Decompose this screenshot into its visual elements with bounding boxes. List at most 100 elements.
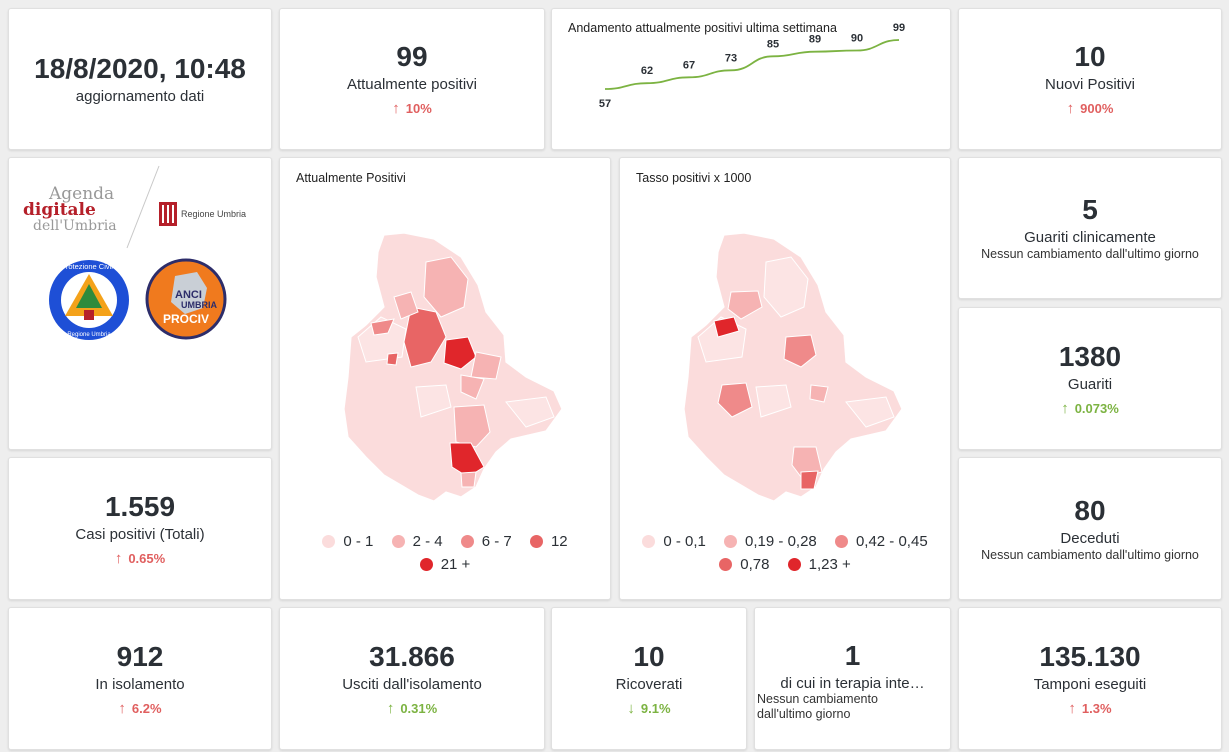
legend-item[interactable]: 0,78 — [719, 554, 769, 575]
kpi-value: 135.130 — [1039, 640, 1141, 672]
trend-data-label: 73 — [725, 52, 737, 64]
legend-swatch — [529, 535, 543, 548]
kpi-delta-value: 10% — [405, 101, 432, 116]
kpi-value: 1380 — [1058, 340, 1122, 372]
arrow-up-icon: ↑ — [114, 549, 123, 567]
legend-label: 0,19 - 0,28 — [745, 533, 817, 550]
kpi-delta: ↑ 0.65% — [115, 550, 165, 567]
arrow-up-icon: ↑ — [1066, 100, 1075, 117]
logo-divider — [126, 165, 160, 249]
kpi-value: 1.559 — [104, 490, 176, 522]
kpi-label: Guariti clinicamente — [1024, 229, 1156, 246]
kpi-delta-value: 9.1% — [640, 700, 671, 716]
legend-swatch — [460, 535, 474, 548]
legend-label: 6 - 7 — [481, 533, 512, 550]
arrow-up-icon: ↑ — [392, 100, 400, 117]
arrow-down-icon: ↓ — [627, 699, 635, 717]
agenda-logo-line3: dell'Umbria — [33, 218, 117, 234]
legend-label: 1,23 + — [808, 556, 851, 573]
legend-swatch — [724, 535, 738, 548]
legend-item[interactable]: 21 + — [419, 554, 471, 575]
guariti-clinicamente-card: 5 Guariti clinicamente Nessun cambiament… — [958, 157, 1222, 299]
trend-chart-card: Andamento attualmente positivi ultima se… — [551, 8, 951, 150]
kpi-sub: Nessun cambiamento dall'ultimo giorno — [981, 247, 1199, 261]
logos-card: Agenda digitale dell'Umbria Regione Umbr… — [8, 157, 272, 450]
kpi-value: 10 — [1074, 41, 1106, 72]
kpi-value: 31.866 — [369, 640, 455, 672]
kpi-label: Casi positivi (Totali) — [75, 525, 205, 543]
umbria-map[interactable] — [280, 158, 611, 600]
umbria-map[interactable] — [620, 158, 951, 600]
casi-totali-card: 1.559 Casi positivi (Totali) ↑ 0.65% — [8, 457, 272, 600]
trend-chart-title: Andamento attualmente positivi ultima se… — [568, 21, 837, 35]
trend-series-line — [604, 39, 900, 90]
arrow-up-icon: ↑ — [1068, 699, 1076, 717]
kpi-delta: ↑ 10% — [392, 100, 432, 117]
trend-data-label: 90 — [851, 33, 863, 45]
legend-item[interactable]: 6 - 7 — [460, 531, 512, 552]
umbria-text: UMBRIA — [181, 300, 217, 310]
update-card: 18/8/2020, 10:48 aggiornamento dati — [8, 8, 272, 150]
tamponi-card: 135.130 Tamponi eseguiti ↑ 1.3% — [958, 607, 1222, 750]
kpi-sub: Nessun cambiamento dall'ultimo giorno — [757, 692, 878, 721]
legend-item[interactable]: 0,42 - 0,45 — [834, 531, 928, 552]
trend-data-label: 99 — [893, 22, 905, 34]
kpi-delta: ↑ 1.3% — [1068, 700, 1111, 717]
kpi-delta-value: 0.31% — [400, 700, 438, 716]
trend-data-label: 67 — [683, 59, 695, 71]
kpi-delta-value: 6.2% — [131, 700, 162, 716]
kpi-value: 10 — [633, 640, 665, 672]
legend-label: 0,42 - 0,45 — [855, 533, 928, 550]
kpi-label: Deceduti — [1060, 529, 1120, 547]
kpi-label: di cui in terapia inte… — [780, 675, 925, 692]
anci-text: ANCI — [175, 289, 202, 301]
regione-umbria-logo: Regione Umbria — [159, 202, 246, 226]
kpi-delta-value: 900% — [1080, 101, 1114, 116]
legend-item[interactable]: 2 - 4 — [391, 531, 443, 552]
protezione-civile-logo: Protezione Civile Regione Umbria — [49, 260, 129, 340]
kpi-sub: Nessun cambiamento dall'ultimo giorno — [981, 547, 1199, 562]
kpi-delta-value: 0.073% — [1074, 400, 1119, 416]
kpi-value: 1 — [844, 640, 861, 671]
agenda-digitale-logo: Agenda digitale dell'Umbria — [23, 184, 133, 264]
anci-umbria-prociv-logo: ANCI UMBRIA PROCIV — [145, 258, 227, 340]
legend-label: 0 - 1 — [343, 533, 374, 550]
legend-item[interactable]: 12 — [529, 531, 568, 552]
regione-umbria-text: Regione Umbria — [181, 209, 247, 219]
prociv-text: PROCIV — [163, 312, 209, 326]
update-datetime: 18/8/2020, 10:48 — [34, 52, 246, 84]
ricoverati-card: 10 Ricoverati ↓ 9.1% — [551, 607, 747, 750]
kpi-value: 5 — [1082, 194, 1098, 225]
legend-swatch — [787, 558, 801, 571]
update-label: aggiornamento dati — [75, 87, 205, 105]
attualmente-positivi-card: 99 Attualmente positivi ↑ 10% — [279, 8, 545, 150]
arrow-up-icon: ↑ — [1061, 399, 1069, 417]
kpi-delta-value: 1.3% — [1081, 700, 1112, 716]
kpi-label: Guariti — [1067, 375, 1113, 393]
nuovi-positivi-card: 10 Nuovi Positivi ↑ 900% — [958, 8, 1222, 150]
regione-umbria-emblem-icon — [159, 202, 177, 226]
legend-label: 0,78 — [740, 556, 770, 573]
map-title: Tasso positivi x 1000 — [636, 171, 752, 185]
legend-label: 2 - 4 — [412, 533, 443, 550]
map-title: Attualmente Positivi — [296, 171, 406, 185]
isolamento-card: 912 In isolamento ↑ 6.2% — [8, 607, 272, 750]
legend-item[interactable]: 0 - 1 — [322, 531, 373, 552]
trend-data-label: 57 — [599, 98, 611, 110]
legend-item[interactable]: 1,23 + — [787, 554, 851, 575]
kpi-value: 912 — [116, 640, 164, 672]
kpi-delta-value: 0.65% — [128, 550, 166, 566]
kpi-label: Nuovi Positivi — [1044, 76, 1136, 93]
kpi-label: Attualmente positivi — [346, 76, 478, 93]
legend-label: 21 + — [440, 556, 471, 573]
kpi-value: 80 — [1074, 494, 1106, 526]
kpi-delta: ↑ 0.073% — [1061, 400, 1119, 417]
deceduti-card: 80 Deceduti Nessun cambiamento dall'ulti… — [958, 457, 1222, 600]
kpi-delta: ↑ 900% — [1067, 100, 1114, 117]
kpi-label: Usciti dall'isolamento — [342, 675, 482, 693]
legend-item[interactable]: 0 - 0,1 — [642, 531, 706, 552]
legend-swatch — [322, 535, 336, 548]
kpi-delta: ↑ 0.31% — [387, 700, 437, 717]
kpi-label: In isolamento — [95, 675, 185, 693]
legend-item[interactable]: 0,19 - 0,28 — [724, 531, 817, 552]
